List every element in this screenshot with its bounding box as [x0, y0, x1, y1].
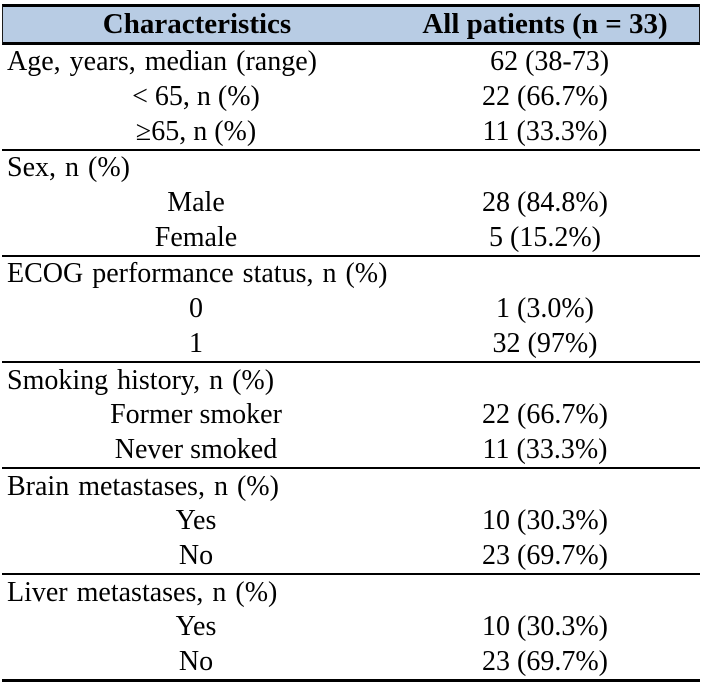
row-value-cell: 10 (30.3%) — [482, 505, 608, 537]
row-ecog: ECOG performance status, n (%) — [2, 257, 700, 292]
row-label-cell: ≥65, n (%) — [135, 115, 257, 147]
row-value-cell: 28 (84.8%) — [482, 187, 608, 219]
section-divider — [2, 361, 700, 364]
row-value-cell: 1 (3.0%) — [496, 293, 594, 325]
row-value-cell: 62 (38-73) — [490, 46, 610, 78]
row-value-cell: 11 (33.3%) — [482, 115, 608, 147]
section-divider — [2, 255, 700, 258]
row-label-cell: Sex, n (%) — [7, 152, 130, 184]
row-brain-yes: Yes 10 (30.3%) — [2, 504, 700, 539]
row-label-cell: Never smoked — [114, 433, 278, 465]
row-brain-no: No 23 (69.7%) — [2, 539, 700, 574]
row-sex-female: Female 5 (15.2%) — [2, 220, 700, 255]
characteristics-table: Characteristics All patients (n = 33) Ag… — [2, 4, 700, 683]
row-value-cell: 11 (33.3%) — [482, 433, 608, 465]
row-sex-male: Male 28 (84.8%) — [2, 186, 700, 221]
row-label-cell: Smoking history, n (%) — [7, 364, 275, 396]
row-value-cell: 5 (15.2%) — [489, 221, 601, 253]
row-label-cell: Female — [154, 221, 238, 253]
row-liver: Liver metastases, n (%) — [2, 575, 700, 610]
row-liver-no: No 23 (69.7%) — [2, 645, 700, 680]
row-liver-yes: Yes 10 (30.3%) — [2, 610, 700, 645]
header-characteristics: Characteristics — [102, 8, 292, 40]
row-sex: Sex, n (%) — [2, 151, 700, 186]
row-brain: Brain metastases, n (%) — [2, 469, 700, 504]
table-header-row: Characteristics All patients (n = 33) — [2, 4, 700, 45]
row-label-cell: 0 — [189, 293, 203, 325]
section-divider — [2, 467, 700, 470]
row-label-cell: Male — [167, 187, 225, 219]
row-label-cell: Age, years, median (range) — [7, 46, 317, 78]
row-ecog-1: 1 32 (97%) — [2, 327, 700, 362]
row-label-cell: ECOG performance status, n (%) — [7, 258, 388, 290]
row-label-cell: Former smoker — [110, 399, 282, 431]
row-label-cell: Yes — [175, 611, 217, 643]
row-label-cell: Yes — [175, 505, 217, 537]
row-smoking-never: Never smoked 11 (33.3%) — [2, 433, 700, 468]
row-label-cell: 1 — [189, 327, 203, 359]
row-value-cell: 23 (69.7%) — [482, 646, 608, 678]
row-label-cell: Brain metastases, n (%) — [7, 470, 279, 502]
row-label-cell: < 65, n (%) — [132, 81, 260, 113]
row-age: Age, years, median (range) 62 (38-73) — [2, 45, 700, 80]
table-bottom-border — [2, 679, 700, 683]
row-value-cell: 32 (97%) — [492, 327, 598, 359]
row-smoking-former: Former smoker 22 (66.7%) — [2, 398, 700, 433]
row-value-cell: 22 (66.7%) — [482, 81, 608, 113]
row-value-cell: 23 (69.7%) — [482, 539, 608, 571]
row-age-lt65: < 65, n (%) 22 (66.7%) — [2, 80, 700, 115]
row-smoking: Smoking history, n (%) — [2, 363, 700, 398]
row-label-cell: No — [178, 539, 214, 571]
row-value-cell: 22 (66.7%) — [482, 399, 608, 431]
section-divider — [2, 149, 700, 152]
row-ecog-0: 0 1 (3.0%) — [2, 292, 700, 327]
row-label-cell: No — [178, 646, 214, 678]
section-divider — [2, 573, 700, 576]
row-value-cell: 10 (30.3%) — [482, 611, 608, 643]
row-label-cell: Liver metastases, n (%) — [7, 576, 278, 608]
row-age-ge65: ≥65, n (%) 11 (33.3%) — [2, 114, 700, 149]
header-all-patients: All patients (n = 33) — [422, 8, 668, 40]
